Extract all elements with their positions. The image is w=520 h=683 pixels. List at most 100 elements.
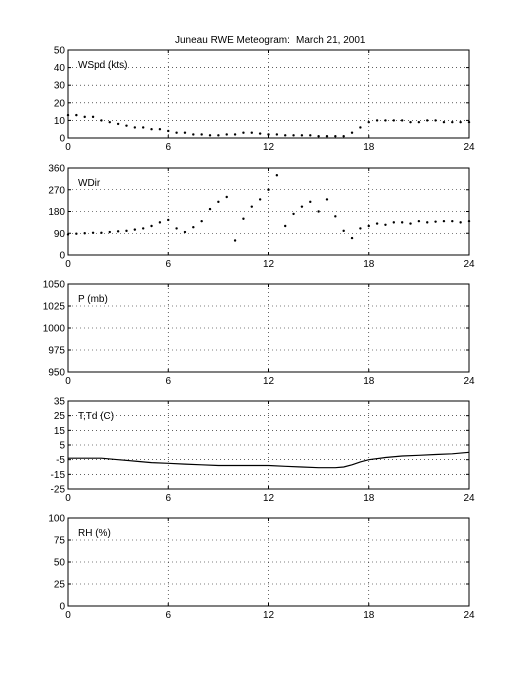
data-point [300, 205, 304, 208]
y-tick-label: -5 [56, 455, 65, 466]
data-point [409, 120, 412, 124]
y-tick-label: 25 [54, 411, 66, 422]
x-tick-label: 24 [463, 610, 475, 621]
data-point [167, 218, 170, 222]
data-point [100, 119, 103, 122]
x-tick-label: 6 [165, 610, 171, 621]
data-point [292, 212, 295, 216]
data-point [108, 230, 111, 234]
y-tick-label: 0 [59, 134, 65, 145]
data-point [375, 119, 379, 122]
data-point [367, 224, 370, 228]
data-point [233, 239, 237, 242]
data-point [459, 120, 462, 124]
x-tick-label: 24 [463, 259, 475, 270]
data-point [300, 134, 304, 137]
x-tick-label: 18 [363, 493, 375, 504]
y-tick-label: 5 [59, 441, 65, 452]
data-point [350, 236, 354, 240]
panel-label: T,Td (C) [78, 411, 114, 422]
y-tick-label: 20 [54, 98, 66, 109]
data-point [91, 115, 95, 119]
data-point [400, 119, 404, 122]
data-point [217, 134, 220, 137]
panel-4: 0 6 12 18 24 -25 -15 -5 5 15 25 35 T,Td (C) [51, 397, 475, 505]
data-point [250, 205, 253, 208]
y-tick-label: 180 [48, 207, 65, 218]
x-tick-label: 18 [363, 142, 375, 153]
data-point [417, 219, 421, 223]
data-point [242, 217, 245, 220]
x-tick-label: 0 [65, 259, 71, 270]
data-point [451, 219, 454, 223]
data-point [258, 198, 262, 201]
data-point [342, 135, 345, 138]
data-point [133, 126, 137, 129]
chart-title: Juneau RWE Meteogram: [175, 35, 290, 46]
y-tick-label: -25 [51, 485, 66, 496]
data-point [141, 126, 145, 129]
data-point [150, 128, 153, 131]
data-point [91, 231, 95, 234]
y-tick-label: 0 [59, 251, 65, 262]
panel-3: 0 6 12 18 24 950 975 1000 1025 1050 P (mb) [43, 280, 475, 388]
data-point [258, 132, 262, 135]
data-point [192, 226, 195, 229]
y-tick-label: 35 [54, 397, 66, 408]
data-point [125, 229, 128, 233]
y-tick-label: 25 [54, 580, 66, 591]
x-tick-label: 12 [263, 610, 275, 621]
x-tick-label: 0 [65, 376, 71, 387]
data-point [292, 134, 295, 137]
y-tick-label: 0 [59, 602, 65, 613]
x-tick-label: 6 [165, 493, 171, 504]
y-tick-label: 40 [54, 63, 66, 74]
data-point [392, 119, 396, 122]
x-tick-label: 12 [263, 142, 275, 153]
data-point [116, 230, 120, 233]
x-tick-label: 6 [165, 376, 171, 387]
x-tick-label: 0 [65, 142, 71, 153]
y-tick-label: 50 [54, 558, 66, 569]
data-point [200, 219, 203, 223]
data-point [275, 174, 279, 177]
series-line [68, 451, 470, 469]
data-point [66, 113, 70, 117]
data-point [400, 221, 404, 224]
data-point [200, 133, 203, 136]
y-tick-label: 1000 [43, 324, 66, 335]
data-point [384, 223, 387, 226]
data-point [158, 221, 162, 224]
data-point [208, 134, 212, 137]
y-tick-label: 1025 [43, 302, 66, 313]
panel-label: WSpd (kts) [78, 60, 127, 71]
data-point [426, 119, 429, 122]
data-point [83, 232, 86, 235]
data-point [434, 220, 437, 223]
x-tick-label: 24 [463, 493, 475, 504]
panel-5: 0 6 12 18 24 0 25 50 75 100 RH (%) [48, 514, 475, 622]
x-tick-label: 24 [463, 376, 475, 387]
y-tick-label: 30 [54, 81, 66, 92]
data-point [75, 232, 78, 235]
data-point [359, 227, 362, 230]
data-point [434, 119, 437, 122]
data-point [284, 224, 287, 228]
data-point [267, 188, 270, 191]
chart-title-date: March 21, 2001 [296, 35, 366, 46]
data-point [158, 128, 162, 131]
data-point [384, 119, 387, 122]
y-tick-label: 950 [48, 368, 65, 379]
x-tick-label: 24 [463, 142, 475, 153]
data-point [342, 229, 345, 233]
data-point [417, 120, 421, 124]
data-point [451, 120, 454, 124]
data-point [167, 129, 170, 133]
data-point [409, 222, 412, 225]
data-point [125, 124, 128, 127]
x-tick-label: 12 [263, 259, 275, 270]
y-tick-label: 75 [54, 536, 66, 547]
data-point [183, 131, 187, 134]
panel-label: RH (%) [78, 528, 111, 539]
